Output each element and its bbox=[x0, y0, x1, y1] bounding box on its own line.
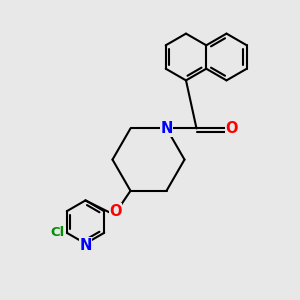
Text: O: O bbox=[109, 204, 122, 219]
Text: N: N bbox=[160, 121, 173, 136]
Text: Cl: Cl bbox=[51, 226, 65, 239]
Text: O: O bbox=[226, 121, 238, 136]
Text: N: N bbox=[79, 238, 92, 253]
